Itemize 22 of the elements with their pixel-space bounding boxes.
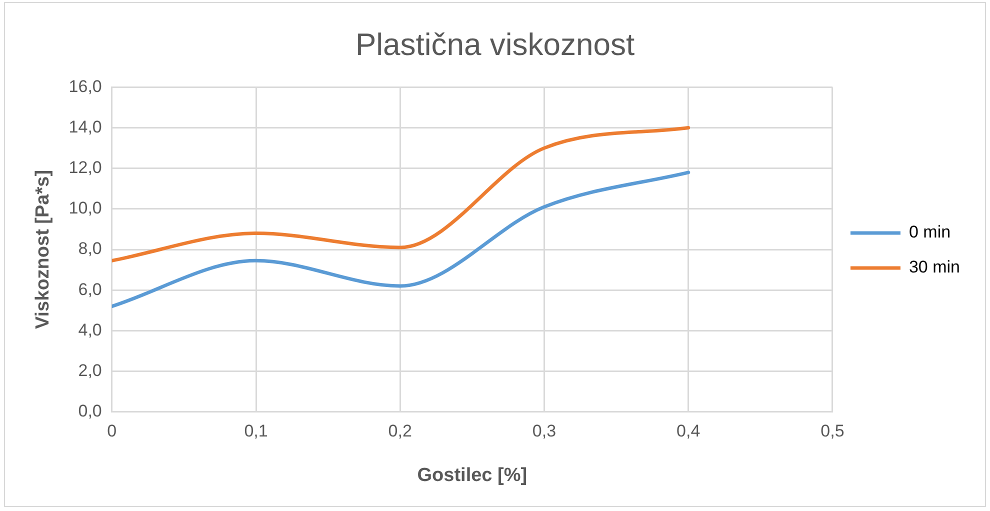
x-tick-label: 0,4 — [676, 422, 700, 441]
x-tick-label: 0,5 — [820, 422, 844, 441]
y-tick-label: 16,0 — [68, 76, 102, 96]
y-tick-label: 8,0 — [78, 239, 102, 258]
y-tick-label: 14,0 — [68, 117, 102, 136]
y-axis-title: Viskoznost [Pa*s] — [32, 170, 54, 330]
y-tick-label: 12,0 — [68, 158, 102, 178]
y-tick-label: 0,0 — [78, 401, 102, 420]
legend-label: 30 min — [908, 258, 960, 277]
x-tick-label: 0,2 — [388, 422, 412, 441]
y-tick-label: 2,0 — [78, 360, 102, 380]
x-tick-label: 0,1 — [244, 422, 268, 441]
line-series — [112, 126, 690, 262]
y-tick-label: 6,0 — [78, 280, 102, 299]
y-tick-label: 4,0 — [78, 320, 102, 340]
y-tick-label: 10,0 — [68, 198, 102, 218]
x-tick-label: 0,3 — [532, 422, 556, 441]
x-axis-title: Gostilec [%] — [417, 464, 528, 486]
line-series — [112, 170, 690, 308]
legend-label: 0 min — [908, 222, 951, 242]
chart-title: Plastična viskoznost — [355, 27, 635, 62]
x-tick-label: 0 — [107, 422, 117, 441]
